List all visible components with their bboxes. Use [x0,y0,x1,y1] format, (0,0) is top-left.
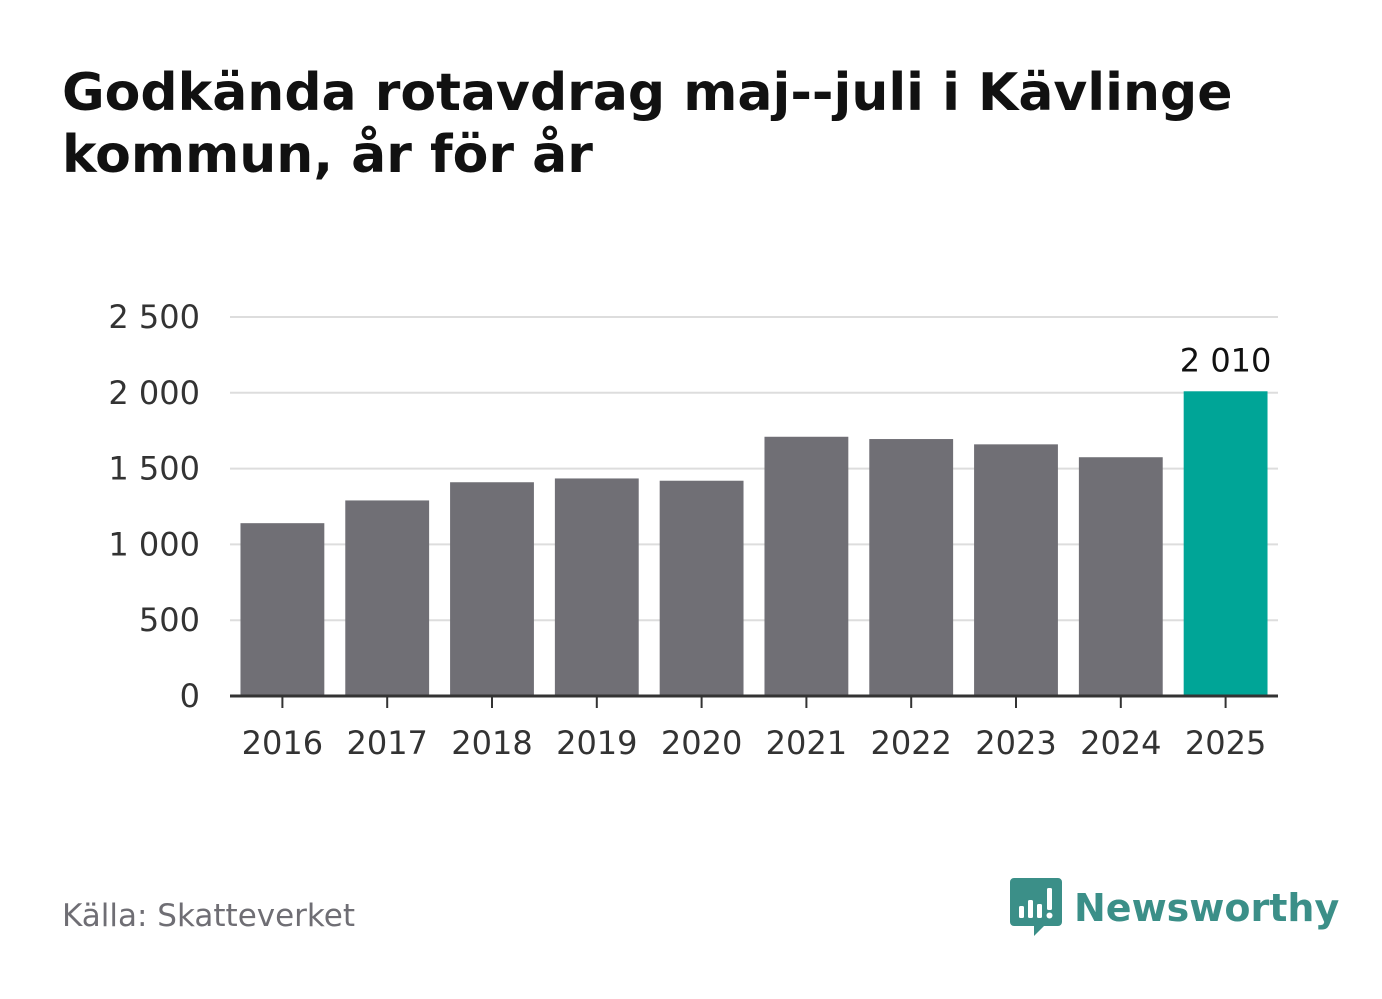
x-tick-label: 2025 [1185,724,1266,762]
y-tick-label: 2 000 [108,374,200,412]
bar [240,523,325,696]
bar [974,444,1058,696]
source-note: Källa: Skatteverket [62,898,356,934]
x-axis-ticks: 2016 2017 2018 2019 2020 2021 2022 2023 2024 2025 [242,696,1266,762]
chart-title: Godkända rotavdrag maj--juli i Kävlinge … [62,63,1233,186]
x-tick-label: 2022 [870,724,951,762]
bar [659,480,744,696]
brand-logo: Newsworthy [1010,878,1339,938]
bar [764,436,849,696]
y-tick-label: 1 500 [108,450,200,488]
data-label: 2 010 [1180,341,1272,379]
brand-name: Newsworthy [1074,886,1340,930]
bar [450,482,534,696]
y-tick-label: 1 000 [108,525,200,563]
y-tick-label: 0 [180,677,200,715]
bars [240,391,1268,696]
x-tick-label: 2019 [556,724,637,762]
x-tick-label: 2021 [766,724,847,762]
y-tick-label: 500 [139,601,200,639]
bar [554,478,639,696]
x-tick-label: 2018 [451,724,532,762]
bar [345,500,430,696]
x-tick-label: 2020 [661,724,742,762]
x-tick-label: 2016 [242,724,323,762]
bar [1183,391,1268,696]
newsworthy-logo-icon [1010,878,1062,936]
bar [1078,457,1163,696]
y-tick-label: 2 500 [108,298,200,336]
x-tick-label: 2017 [346,724,427,762]
bar [869,439,954,696]
x-tick-label: 2023 [975,724,1056,762]
y-axis-tick-labels: 0 500 1 000 1 500 2 000 2 500 [108,298,200,715]
x-tick-label: 2024 [1080,724,1161,762]
data-labels: 2 010 [1180,341,1272,379]
